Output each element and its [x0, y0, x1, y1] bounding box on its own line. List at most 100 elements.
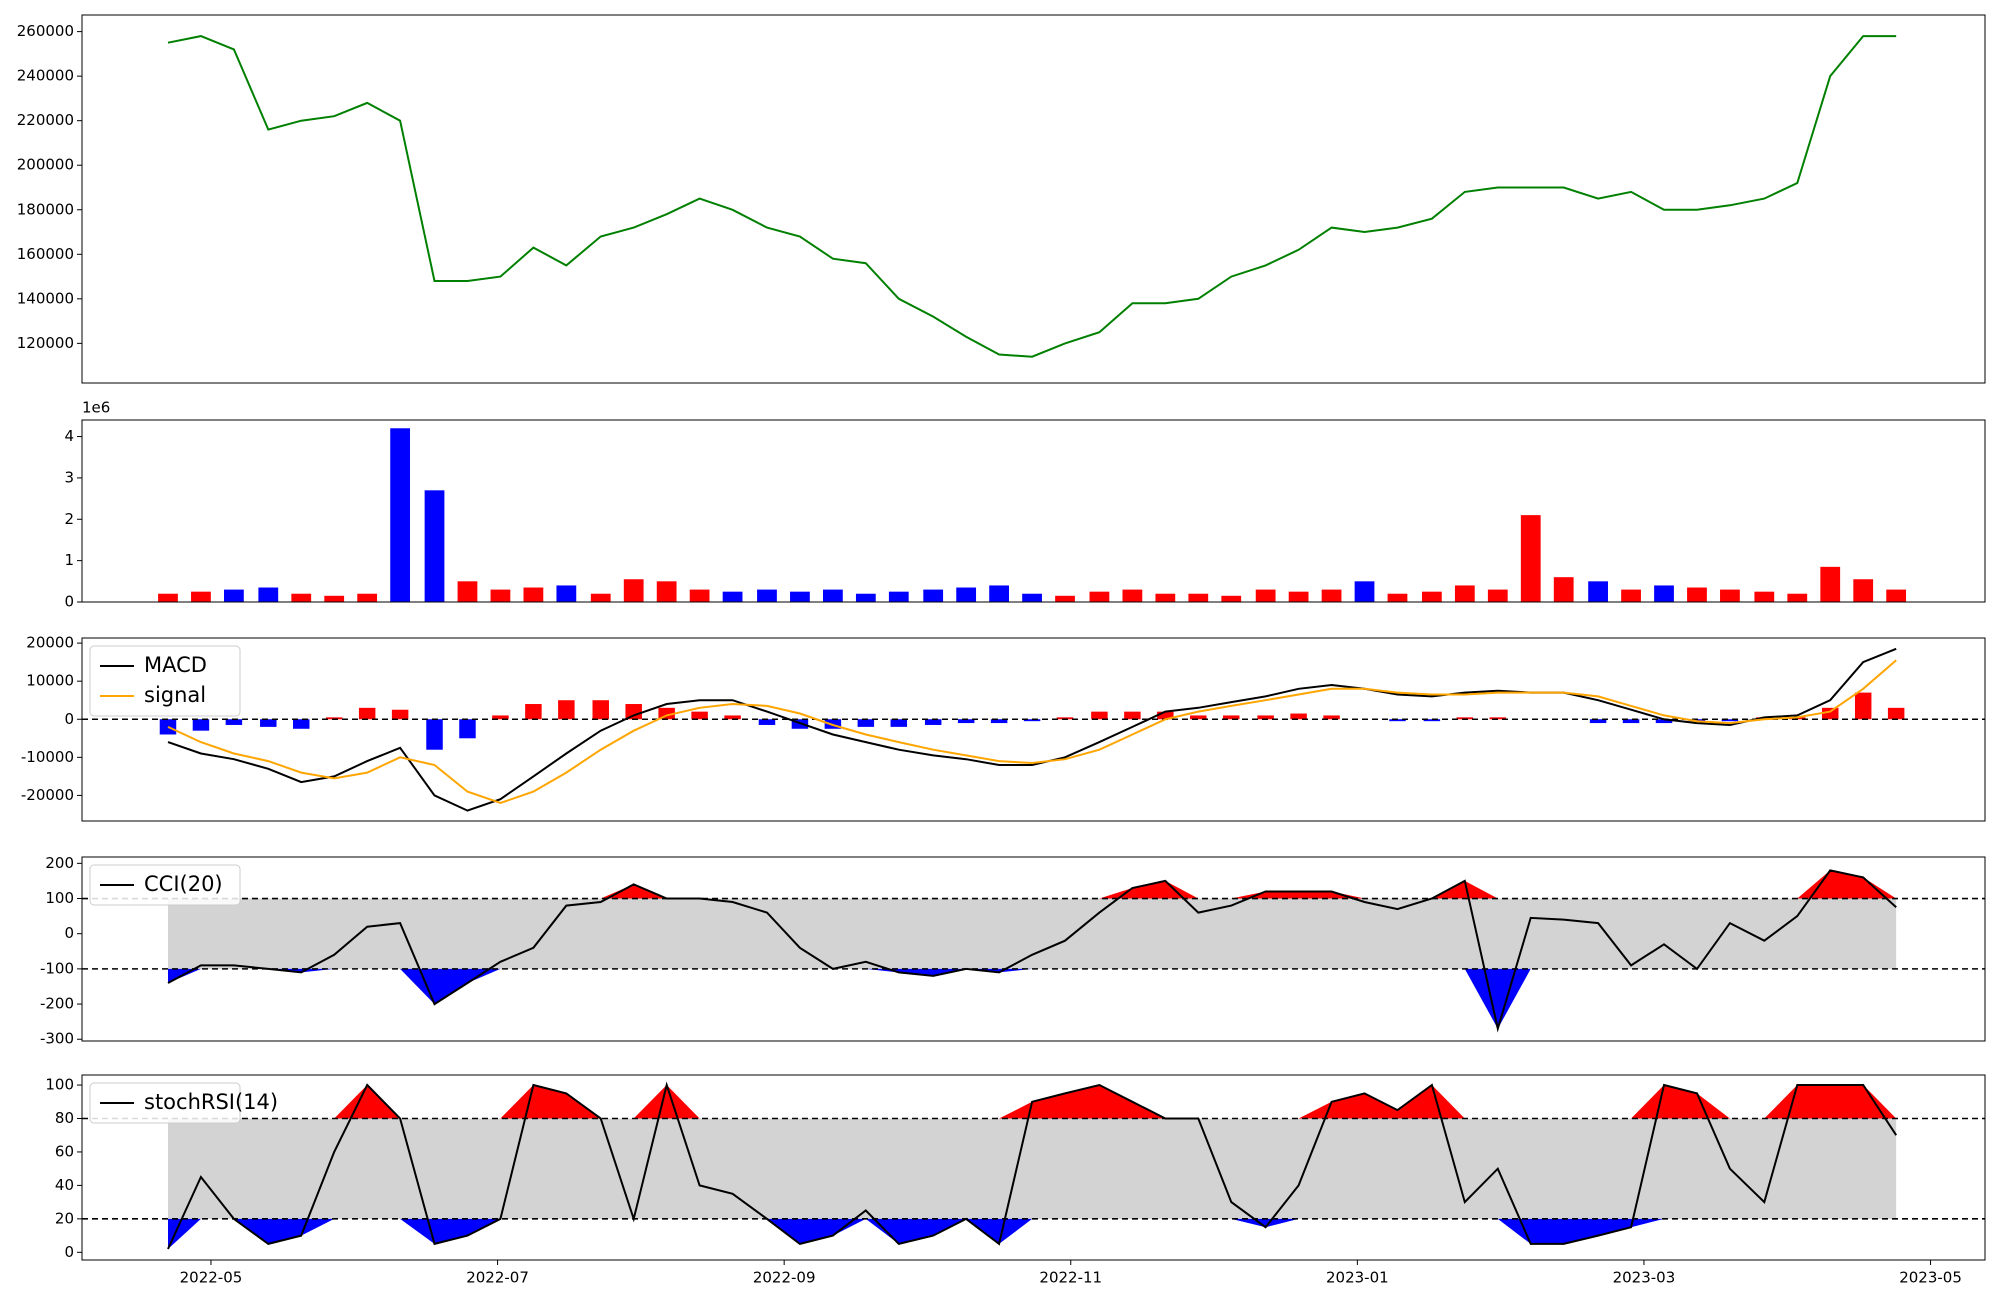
histogram-bar — [724, 715, 741, 720]
volume-bar — [822, 589, 843, 602]
histogram-bar — [293, 719, 310, 729]
volume-bar — [1387, 593, 1408, 602]
y-tick-label: 2 — [64, 510, 74, 528]
y-tick-label: 140000 — [17, 289, 74, 307]
volume-bar — [757, 589, 777, 602]
histogram-bar — [1223, 715, 1240, 720]
histogram-bar — [658, 707, 675, 720]
panel-frame — [82, 420, 1985, 602]
y-tick-label: -20000 — [21, 786, 74, 804]
histogram-bar — [1489, 717, 1507, 720]
histogram-bar — [1854, 692, 1872, 720]
volume-bar — [923, 589, 944, 602]
volume-bar — [1055, 595, 1075, 602]
volume-bar — [1122, 589, 1143, 602]
volume-bar — [855, 593, 876, 602]
volume-bar — [390, 428, 411, 602]
histogram-bar — [1655, 719, 1673, 724]
x-tick-label: 2023-03 — [1613, 1269, 1676, 1287]
x-tick-label: 2023-05 — [1899, 1269, 1962, 1287]
y-tick-label: 100 — [45, 889, 74, 907]
y-tick-label: 0 — [64, 710, 74, 728]
y-tick-label: 20000 — [26, 634, 74, 652]
series-line — [167, 647, 1897, 812]
histogram-bar — [1423, 719, 1441, 722]
y-tick-label: 260000 — [17, 22, 74, 40]
legend-label: stochRSI(14) — [144, 1090, 278, 1114]
legend-box — [89, 645, 241, 717]
y-tick-label: 4 — [64, 427, 74, 445]
panel-border — [81, 637, 1986, 822]
histogram-bar — [1190, 715, 1207, 720]
y-tick-label: 180000 — [17, 200, 74, 218]
volume-bar — [1354, 581, 1375, 602]
volume-bar — [1454, 585, 1475, 602]
histogram-bar — [1589, 719, 1607, 724]
histogram-bar — [225, 719, 243, 725]
volume-bar — [790, 591, 810, 602]
volume-bar — [1787, 593, 1808, 602]
legend-box — [89, 864, 241, 906]
volume-bar — [888, 591, 909, 602]
volume-bar — [590, 593, 611, 602]
volume-bar — [1820, 566, 1841, 602]
histogram-bar — [1056, 717, 1074, 720]
volume-bar — [556, 585, 577, 602]
volume-bar — [1089, 591, 1110, 602]
histogram-bar — [1456, 717, 1474, 720]
overbought-fill — [168, 870, 1897, 899]
volume-bar — [1621, 589, 1641, 602]
histogram-bar — [890, 719, 908, 727]
y-tick-label: 60 — [55, 1142, 74, 1160]
volume-bar — [1188, 593, 1209, 602]
volume-bar — [656, 581, 677, 602]
volume-bar — [1654, 585, 1674, 602]
y-tick-label: -10000 — [21, 748, 74, 766]
y-tick-label: 0 — [64, 593, 74, 611]
y-tick-label: 1 — [64, 551, 74, 569]
volume-bar — [989, 585, 1009, 602]
histogram-bar — [1821, 707, 1839, 720]
y-tick-label: 40 — [55, 1176, 74, 1194]
volume-bar — [490, 589, 511, 602]
histogram-bar — [1389, 719, 1406, 722]
volume-bar — [1221, 595, 1242, 602]
y-tick-label: 200000 — [17, 156, 74, 174]
y-tick-label: -200 — [40, 995, 74, 1013]
volume-bar — [1886, 589, 1907, 602]
panel-border — [81, 14, 1986, 384]
volume-bar — [1421, 591, 1442, 602]
volume-bar — [1155, 593, 1176, 602]
series-line — [167, 869, 1897, 1033]
series-line — [167, 1081, 1898, 1250]
y-tick-label: 80 — [55, 1109, 74, 1127]
histogram-bar — [857, 719, 875, 727]
legend-box — [89, 1082, 241, 1124]
histogram-bar — [957, 719, 975, 724]
y-tick-label: -300 — [40, 1030, 74, 1048]
histogram-bar — [358, 707, 376, 720]
volume-bar — [424, 490, 445, 602]
histogram-bar — [1124, 711, 1141, 720]
volume-bar — [224, 589, 244, 602]
histogram-bar — [1887, 707, 1905, 720]
volume-bar — [623, 579, 644, 602]
histogram-bar — [159, 719, 177, 735]
y-tick-label: 200 — [45, 854, 74, 872]
y-tick-label: 3 — [64, 468, 74, 486]
y-tick-label: 0 — [64, 924, 74, 942]
volume-bar — [722, 591, 743, 602]
x-tick-label: 2023-01 — [1326, 1269, 1389, 1287]
histogram-bar — [1257, 715, 1274, 720]
oversold-fill — [168, 1218, 1897, 1249]
histogram-bar — [1023, 719, 1041, 722]
x-tick-label: 2022-11 — [1039, 1269, 1102, 1287]
volume-bar — [324, 595, 345, 602]
overbought-fill — [168, 1085, 1897, 1119]
y-tick-label: 120000 — [17, 334, 74, 352]
panel-border — [81, 856, 1986, 1042]
histogram-bar — [492, 715, 509, 720]
y-tick-label: 160000 — [17, 245, 74, 263]
volume-bar — [291, 593, 312, 602]
volume-bar — [1321, 589, 1342, 602]
